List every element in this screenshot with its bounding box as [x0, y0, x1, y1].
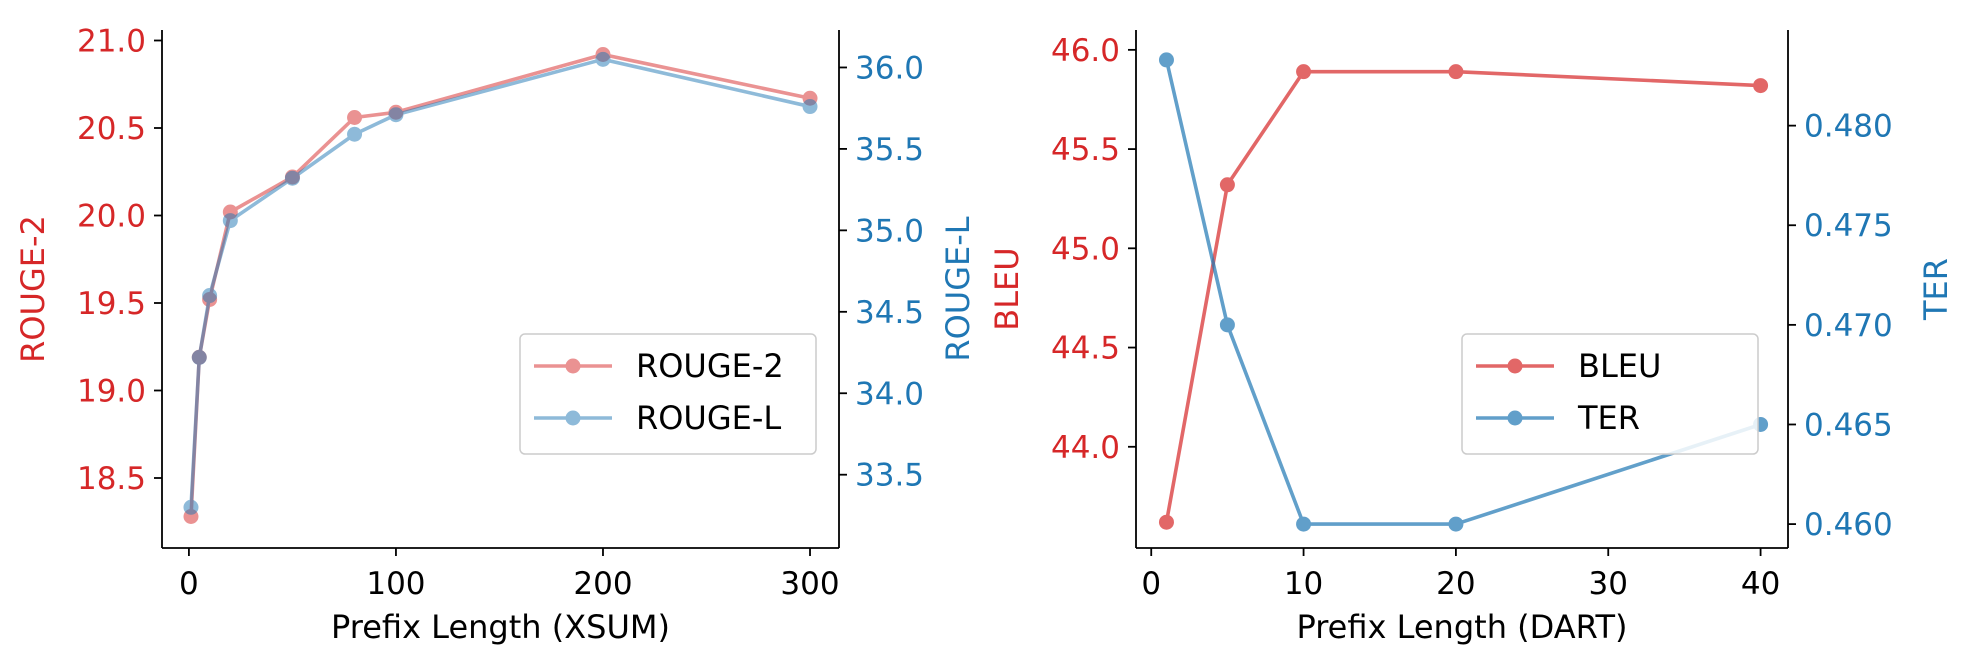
legend-box [519, 333, 817, 455]
legend-handle [1476, 358, 1554, 374]
left-y-tick-label: 21.0 [77, 24, 146, 60]
data-point [1753, 78, 1769, 94]
x-tick-label: 300 [780, 566, 839, 602]
right-y-tick-label: 0.475 [1804, 208, 1893, 244]
x-tick-label: 40 [1741, 566, 1780, 602]
data-point [191, 349, 207, 365]
legend-handle [534, 410, 612, 426]
series-rouge-l [183, 51, 818, 515]
left-y-tick-label: 19.5 [77, 286, 146, 322]
legend-handle-marker [565, 358, 581, 374]
left-y-tick-label: 46.0 [1051, 33, 1120, 69]
right-y-tick-label: 33.5 [855, 458, 924, 494]
x-tick-label: 200 [573, 566, 632, 602]
legend-label: TER [1577, 399, 1640, 437]
data-point [1158, 52, 1174, 68]
left-y-tick-label: 20.5 [77, 111, 146, 147]
x-tick-label: 30 [1589, 566, 1628, 602]
series-ter [1158, 52, 1769, 532]
data-point [388, 107, 404, 123]
data-point [1219, 177, 1235, 193]
right-y-axis-title: TER [1917, 258, 1955, 321]
left-y-tick-label: 44.5 [1051, 331, 1120, 367]
left-y-tick-label: 19.0 [77, 374, 146, 410]
left-y-tick-label: 20.0 [77, 199, 146, 235]
left-y-tick-label: 18.5 [77, 461, 146, 497]
right-y-tick-label: 35.5 [855, 132, 924, 168]
right-y-tick-label: 36.0 [855, 50, 924, 86]
data-point [222, 213, 238, 229]
left-y-tick-label: 44.0 [1051, 430, 1120, 466]
legend-handle-marker [1507, 410, 1523, 426]
data-point [1296, 64, 1312, 80]
data-point [595, 51, 611, 67]
left-y-axis-title: BLEU [988, 247, 1026, 330]
data-point [802, 99, 818, 115]
data-point [183, 499, 199, 515]
right-y-tick-label: 0.470 [1804, 308, 1893, 344]
right-y-tick-label: 34.5 [855, 295, 924, 331]
chart-panel-2: 0 10 20 30 40 44.0 44.5 45.0 45.5 46.0 0.460 0.465 0… [988, 30, 1955, 646]
data-point [1158, 514, 1174, 530]
x-tick-label: 0 [179, 566, 199, 602]
right-y-tick-label: 0.465 [1804, 407, 1893, 443]
data-point [347, 126, 363, 142]
x-axis-title: Prefix Length (DART) [1296, 608, 1627, 646]
legend-handle [534, 358, 612, 374]
legend-label: BLEU [1578, 347, 1661, 385]
data-point [202, 288, 218, 304]
left-y-tick-label: 45.0 [1051, 231, 1120, 267]
data-point [1219, 317, 1235, 333]
left-y-axis-title: ROUGE-2 [14, 215, 52, 363]
x-axis-title: Prefix Length (XSUM) [331, 608, 670, 646]
legend-box [1461, 333, 1759, 455]
right-y-tick-label: 35.0 [855, 213, 924, 249]
left-y-tick-label: 45.5 [1051, 132, 1120, 168]
data-point [1448, 64, 1464, 80]
legend-handle [1476, 410, 1554, 426]
data-point [284, 170, 300, 186]
x-tick-label: 10 [1284, 566, 1323, 602]
data-point [347, 110, 363, 125]
data-point [1296, 516, 1312, 532]
right-y-tick-label: 0.460 [1804, 507, 1893, 543]
chart-panel-1: 0 100 200 300 18.5 19.0 19.5 20.0 20.5 21.0 33.5 34… [14, 24, 977, 647]
x-tick-label: 20 [1436, 566, 1475, 602]
legend-handle-marker [565, 410, 581, 426]
legend-handle-marker [1507, 358, 1523, 374]
series-bleu [1158, 64, 1769, 530]
data-point [1448, 516, 1464, 532]
right-y-axis-title: ROUGE-L [939, 216, 977, 361]
legend-label: ROUGE-L [636, 399, 781, 437]
x-tick-label: 100 [366, 566, 425, 602]
right-y-tick-label: 34.0 [855, 376, 924, 412]
right-y-tick-label: 0.480 [1804, 109, 1893, 145]
legend-label: ROUGE-2 [636, 347, 784, 385]
x-tick-label: 0 [1141, 566, 1161, 602]
